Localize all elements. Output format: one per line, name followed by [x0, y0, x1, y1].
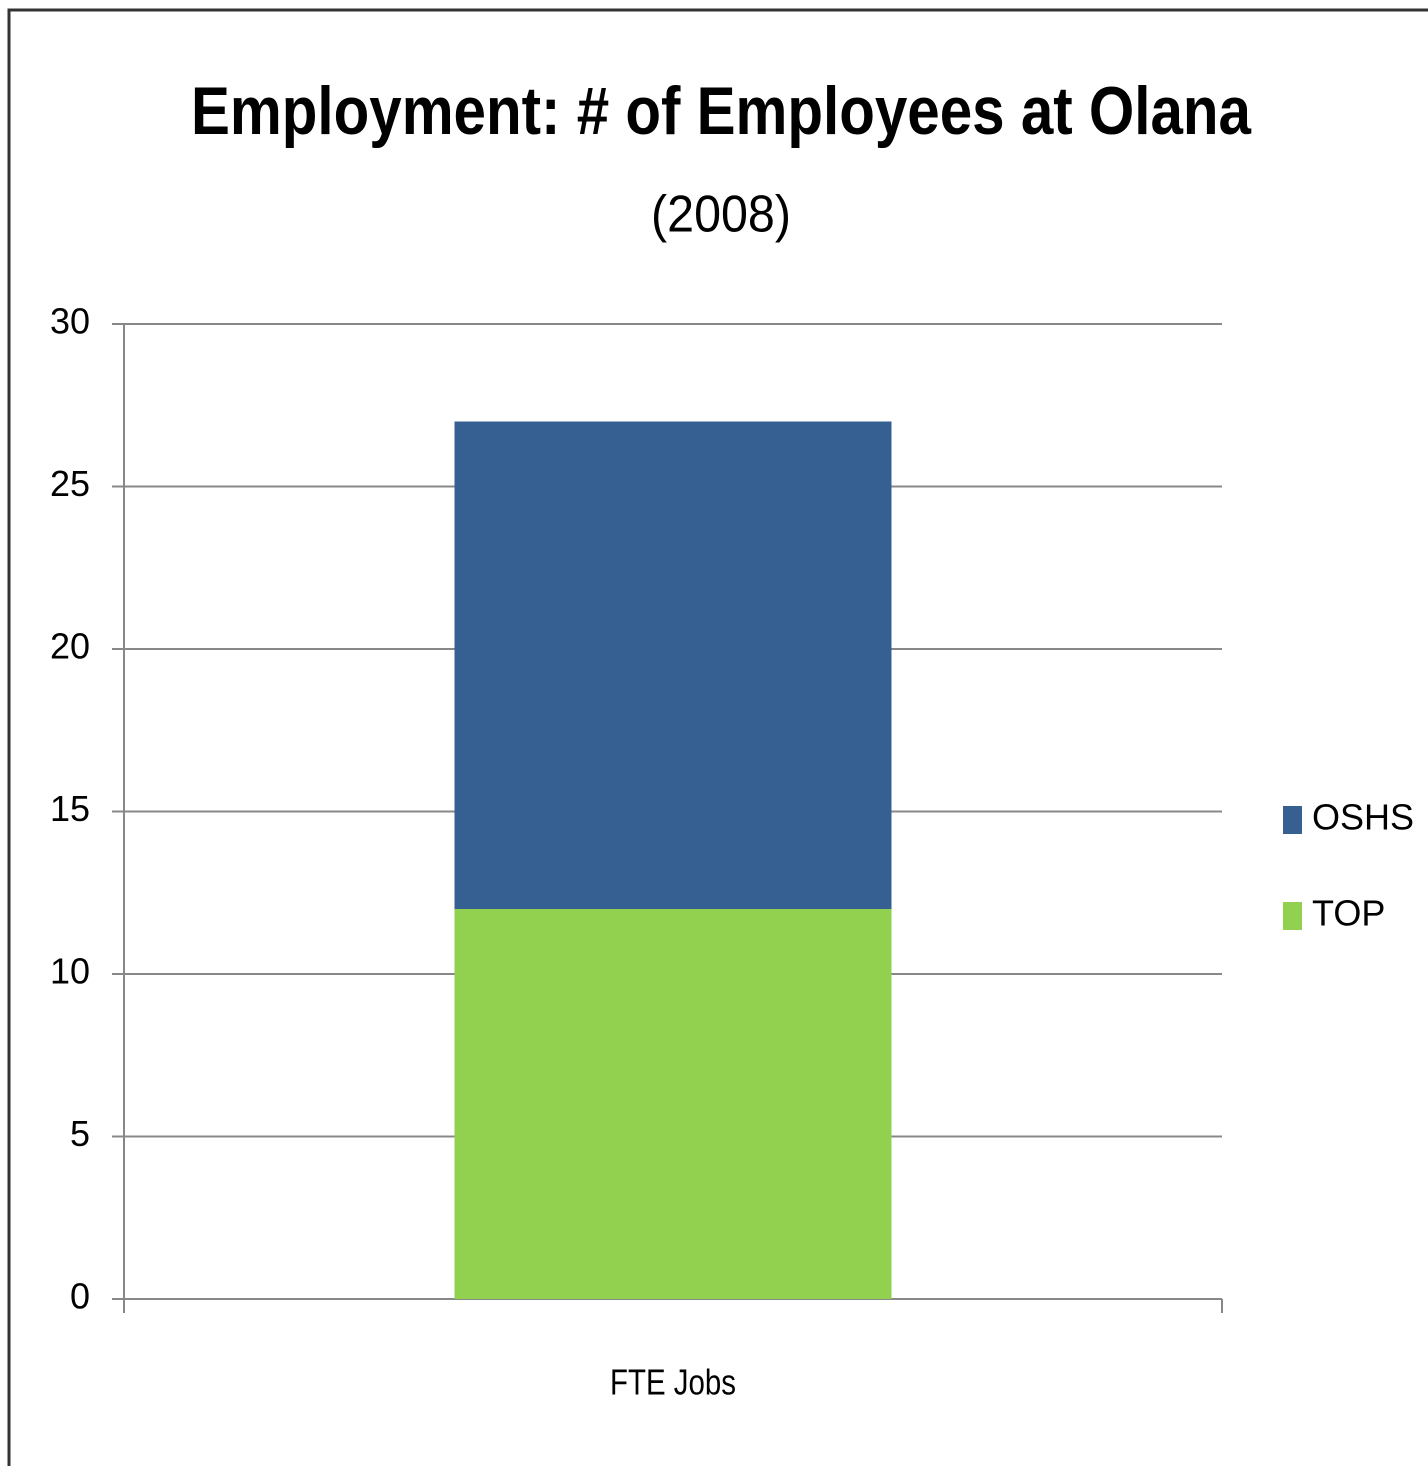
chart-title: Employment: # of Employees at Olana: [191, 73, 1252, 149]
y-tick-label: 25: [50, 463, 90, 504]
x-tick-label: FTE Jobs: [610, 1362, 736, 1403]
y-tick-label: 5: [70, 1113, 90, 1154]
y-tick-label: 30: [50, 301, 90, 342]
bar-segment: [454, 909, 892, 1299]
y-tick-label: 20: [50, 626, 90, 667]
legend-swatch: [1283, 902, 1302, 930]
y-tick-label: 10: [50, 951, 90, 992]
legend-label: TOP: [1312, 893, 1385, 934]
legend-swatch: [1283, 806, 1302, 834]
chart-subtitle: (2008): [651, 186, 791, 244]
y-tick-label: 15: [50, 788, 90, 829]
y-tick-label: 0: [70, 1276, 90, 1317]
bar-segment: [454, 421, 892, 909]
legend-label: OSHS: [1312, 797, 1414, 838]
